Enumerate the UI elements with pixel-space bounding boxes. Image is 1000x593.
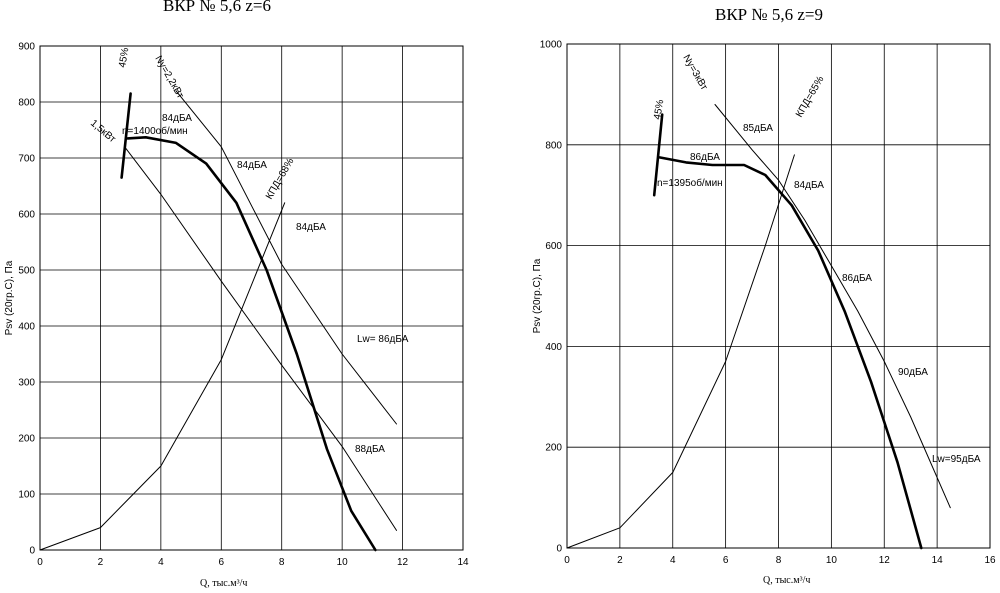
x-tick-label: 10 <box>337 557 349 568</box>
y-tick-label: 800 <box>18 98 35 109</box>
x-tick-label: 14 <box>932 555 944 566</box>
chart-svg: 0 2 4 6 8 10 12 14 0 100 200 300 400 500 600 700 800 900 Q… <box>4 42 469 590</box>
y-tick-label: 100 <box>18 490 35 501</box>
y-tick-label: 900 <box>18 42 35 53</box>
curve-annotation: 90дБА <box>898 367 928 378</box>
y-tick-label: 600 <box>545 241 562 252</box>
y-tick-label: 200 <box>18 434 35 445</box>
curve-annotation: Ny=3кВт <box>680 53 709 93</box>
series-line-thin <box>124 146 397 531</box>
x-tick-label: 10 <box>826 555 838 566</box>
plot-frame <box>39 45 464 551</box>
chart-vkr-56-z9: ВКР № 5,6 z=9 0 2 4 6 8 10 12 14 16 0 200 400 600 800… <box>500 0 1000 593</box>
series-line-bold <box>120 92 132 179</box>
plot-frame <box>566 43 991 549</box>
curve-annotation: 84дБА <box>296 222 326 233</box>
y-axis-label: Psv (20гр.С), Па <box>532 258 543 333</box>
curve-annotation: Lw=95дБА <box>932 454 981 465</box>
x-tick-label: 16 <box>984 555 996 566</box>
x-tick-label: 8 <box>279 557 285 568</box>
y-axis-label: Psv (20гр.С), Па <box>4 260 15 335</box>
curve-annotation: Lw= 86дБА <box>357 334 409 345</box>
curve-annotation: 84дБА <box>794 180 824 191</box>
series-line-thin <box>175 90 397 425</box>
x-tick-label: 6 <box>219 557 225 568</box>
curve-annotation: 84дБА <box>237 160 267 171</box>
y-tick-label: 1000 <box>540 40 563 51</box>
curve-annotation: 85дБА <box>743 123 773 134</box>
y-tick-label: 300 <box>18 378 35 389</box>
series-line-thin <box>714 104 951 509</box>
curve-annotation: 45% <box>652 99 666 121</box>
x-tick-label: 6 <box>723 555 729 566</box>
curve-annotation: 1,5кВт <box>88 118 118 145</box>
curve-annotation: 45% <box>117 47 131 69</box>
chart-title: ВКР № 5,6 z=6 <box>163 0 271 15</box>
chart-title: ВКР № 5,6 z=9 <box>715 5 823 24</box>
curve-annotation: 88дБА <box>355 444 385 455</box>
x-tick-label: 2 <box>98 557 104 568</box>
y-tick-label: 200 <box>545 443 562 454</box>
x-axis-label: Q, тыс.м³/ч <box>200 578 247 589</box>
curve-annotation: КПД=68% <box>264 156 296 201</box>
x-tick-label: 12 <box>879 555 891 566</box>
y-tick-label: 700 <box>18 154 35 165</box>
y-tick-label: 0 <box>29 546 35 557</box>
x-tick-label: 0 <box>37 557 43 568</box>
curve-annotation: 84дБА <box>162 113 192 124</box>
y-tick-label: 600 <box>18 210 35 221</box>
series-line-bold <box>126 136 377 552</box>
y-tick-label: 400 <box>545 342 562 353</box>
y-tick-label: 500 <box>18 266 35 277</box>
x-tick-label: 0 <box>564 555 570 566</box>
curve-annotation: n=1400об/мин <box>122 125 188 137</box>
y-tick-label: 0 <box>556 544 562 555</box>
series-line-bold <box>658 156 923 550</box>
chart-vkr-56-z6: ВКР № 5,6 z=6 0 2 4 6 8 10 12 14 0 100 200 300 400 50… <box>4 0 469 590</box>
curve-annotation: Ny=2,2кВт <box>152 54 185 101</box>
y-tick-label: 400 <box>18 322 35 333</box>
x-tick-label: 8 <box>776 555 782 566</box>
curve-annotation: КПД=65% <box>794 74 826 119</box>
x-tick-label: 4 <box>670 555 676 566</box>
x-tick-label: 2 <box>617 555 623 566</box>
series-line-bold <box>652 113 664 197</box>
series-line-thin <box>39 202 286 551</box>
curve-annotation: 86дБА <box>690 152 720 163</box>
x-axis-label: Q, тыс.м³/ч <box>763 575 810 586</box>
x-tick-label: 4 <box>158 557 164 568</box>
x-tick-label: 12 <box>397 557 409 568</box>
curve-annotation: 86дБА <box>842 273 872 284</box>
curve-annotation: n=1395об/мин <box>657 177 723 189</box>
series-line-thin <box>566 154 795 549</box>
x-tick-label: 14 <box>457 557 469 568</box>
chart-svg: 0 2 4 6 8 10 12 14 16 0 200 400 600 800 1000 Q, тыс.м³/… <box>532 40 996 587</box>
y-tick-label: 800 <box>545 140 562 151</box>
